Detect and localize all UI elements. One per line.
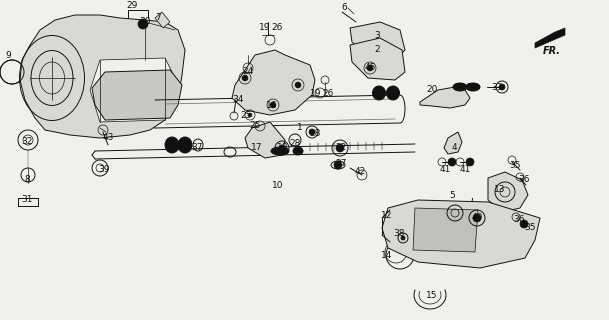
Text: 4: 4	[451, 143, 457, 153]
Text: 46: 46	[171, 143, 183, 153]
Circle shape	[520, 220, 528, 228]
Text: 2: 2	[374, 45, 380, 54]
Circle shape	[138, 19, 148, 29]
Text: 30: 30	[139, 18, 151, 27]
Ellipse shape	[293, 147, 303, 155]
Text: 15: 15	[426, 291, 438, 300]
Text: 24: 24	[242, 68, 253, 76]
Polygon shape	[350, 22, 405, 60]
Polygon shape	[155, 12, 170, 28]
Ellipse shape	[165, 137, 179, 153]
Text: 17: 17	[252, 143, 262, 153]
Polygon shape	[535, 28, 565, 48]
Circle shape	[448, 158, 456, 166]
Text: 25: 25	[241, 110, 252, 119]
Text: 23: 23	[466, 83, 477, 92]
Text: 28: 28	[289, 139, 301, 148]
Polygon shape	[444, 132, 462, 154]
Circle shape	[279, 145, 285, 151]
Text: 37: 37	[191, 143, 203, 153]
Text: 18: 18	[277, 143, 289, 153]
Text: 19: 19	[310, 89, 322, 98]
Text: 13: 13	[495, 186, 505, 195]
Text: 45: 45	[364, 63, 376, 73]
Ellipse shape	[387, 86, 400, 100]
Ellipse shape	[453, 83, 467, 91]
Text: 43: 43	[102, 133, 114, 142]
Text: 34: 34	[232, 95, 244, 105]
Text: 41: 41	[459, 165, 471, 174]
Text: 28: 28	[309, 129, 321, 138]
Text: 33: 33	[491, 83, 503, 92]
Text: 38: 38	[393, 228, 405, 237]
Text: 41: 41	[439, 165, 451, 174]
Circle shape	[375, 89, 383, 97]
Text: 44: 44	[375, 89, 387, 98]
Circle shape	[457, 84, 463, 90]
Text: 42: 42	[354, 167, 365, 177]
Text: 12: 12	[381, 211, 393, 220]
Text: 19: 19	[259, 23, 271, 33]
Text: 25: 25	[249, 122, 261, 131]
Polygon shape	[245, 122, 285, 158]
Circle shape	[473, 214, 481, 222]
Text: 1: 1	[297, 124, 303, 132]
Circle shape	[248, 113, 252, 117]
Text: 26: 26	[322, 89, 334, 98]
Text: 29: 29	[126, 2, 138, 11]
Text: 10: 10	[272, 180, 284, 189]
Circle shape	[295, 82, 301, 88]
Text: 20: 20	[426, 85, 438, 94]
Text: 7: 7	[155, 13, 161, 22]
Text: 23: 23	[389, 89, 400, 98]
Polygon shape	[413, 208, 478, 252]
Text: 8: 8	[24, 175, 30, 185]
Circle shape	[334, 161, 342, 169]
Polygon shape	[232, 50, 315, 115]
Circle shape	[470, 84, 476, 90]
Polygon shape	[90, 58, 175, 122]
Text: 6: 6	[341, 4, 347, 12]
Circle shape	[499, 84, 505, 90]
Polygon shape	[350, 38, 405, 80]
Circle shape	[401, 236, 405, 240]
Ellipse shape	[373, 86, 385, 100]
Text: 35: 35	[509, 161, 521, 170]
Text: 16: 16	[266, 100, 278, 109]
Polygon shape	[488, 172, 528, 212]
Circle shape	[389, 89, 397, 97]
Circle shape	[270, 102, 276, 108]
Circle shape	[181, 141, 189, 149]
Circle shape	[242, 75, 248, 81]
Text: 27: 27	[336, 159, 347, 169]
Polygon shape	[382, 200, 540, 268]
Text: 39: 39	[98, 165, 110, 174]
Text: 31: 31	[21, 196, 33, 204]
Text: 36: 36	[513, 215, 525, 225]
Text: 26: 26	[272, 23, 283, 33]
Polygon shape	[420, 87, 470, 108]
Text: 35: 35	[524, 223, 536, 233]
Polygon shape	[92, 70, 182, 120]
Text: 3: 3	[374, 30, 380, 39]
Ellipse shape	[466, 83, 480, 91]
Circle shape	[367, 65, 373, 71]
Circle shape	[309, 129, 315, 135]
Text: 9: 9	[5, 51, 11, 60]
Ellipse shape	[178, 137, 192, 153]
Text: FR.: FR.	[543, 46, 561, 56]
Circle shape	[466, 158, 474, 166]
Text: 32: 32	[21, 138, 33, 147]
Circle shape	[336, 144, 344, 152]
Text: 5: 5	[449, 190, 455, 199]
Text: 14: 14	[381, 251, 393, 260]
Ellipse shape	[271, 147, 289, 155]
Text: 36: 36	[518, 175, 530, 185]
Text: 40: 40	[471, 213, 483, 222]
Circle shape	[168, 141, 176, 149]
Polygon shape	[20, 15, 185, 138]
Text: 21: 21	[454, 83, 466, 92]
Text: 11: 11	[181, 143, 193, 153]
Text: 22: 22	[336, 143, 347, 153]
